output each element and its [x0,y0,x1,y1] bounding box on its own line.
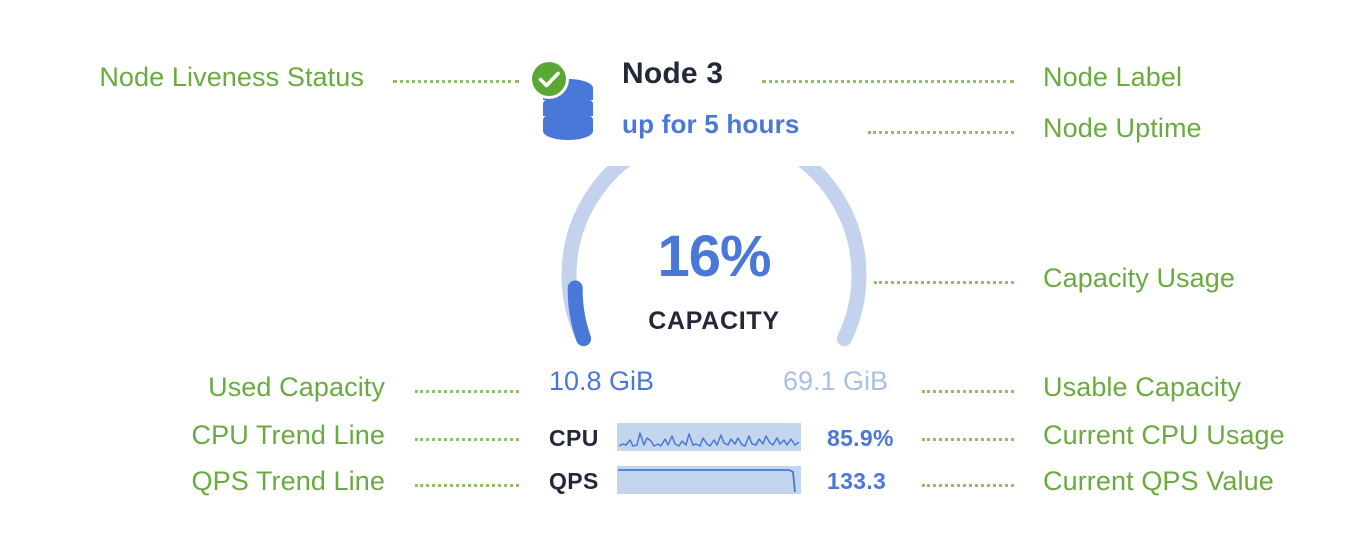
leader-node-uptime [868,131,1014,134]
leader-qps-trend-line [415,484,519,487]
annotation-qps-trend-line: QPS Trend Line [191,466,385,496]
database-icon [543,79,593,140]
capacity-gauge-caption: CAPACITY [648,307,780,335]
annotation-current-cpu-usage: Current CPU Usage [1043,420,1285,450]
node-uptime: up for 5 hours [622,109,800,139]
qps-trend-line [617,466,801,494]
annotation-used-capacity: Used Capacity [208,372,385,402]
leader-usable-capacity [922,390,1014,393]
capacity-usage-percent: 16% [657,224,771,289]
leader-capacity-usage [874,281,1014,284]
qps-label: QPS [549,468,599,494]
annotation-node-label: Node Label [1043,62,1183,92]
leader-node-label [762,80,1014,83]
node-liveness-status-icon [528,58,596,142]
leader-current-cpu-usage [922,438,1014,441]
gauge-fill [567,280,592,347]
annotation-node-liveness-status: Node Liveness Status [99,62,364,92]
cpu-label: CPU [549,425,599,451]
green-check-circle-icon [529,59,569,99]
leader-current-qps-value [922,484,1014,487]
leader-cpu-trend-line [415,438,519,441]
leader-node-liveness-status [393,80,519,83]
leader-used-capacity [415,390,519,393]
annotation-node-uptime: Node Uptime [1043,113,1202,143]
current-qps-value: 133.3 [827,468,887,494]
annotation-cpu-trend-line: CPU Trend Line [191,420,385,450]
capacity-gauge: 16% CAPACITY [558,122,870,366]
current-cpu-usage-value: 85.9% [827,425,894,451]
annotation-current-qps-value: Current QPS Value [1043,466,1274,496]
node-label: Node 3 [622,57,724,90]
cpu-trend-line [617,423,801,451]
usable-capacity-value: 69.1 GiB [783,366,889,396]
annotation-capacity-usage: Capacity Usage [1043,263,1235,293]
annotation-usable-capacity: Usable Capacity [1043,372,1242,402]
used-capacity-value: 10.8 GiB [549,366,655,396]
